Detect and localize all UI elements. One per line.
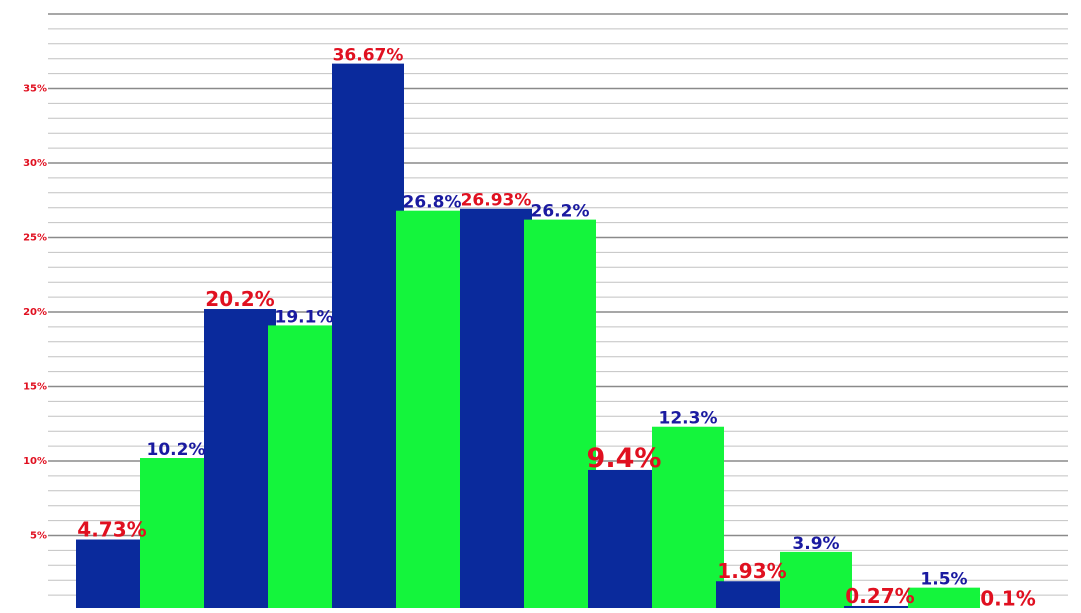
y-tick-label: 10% xyxy=(23,456,47,467)
y-tick-label: 5% xyxy=(30,531,47,542)
green-bar xyxy=(908,587,980,612)
navy-bar xyxy=(332,63,404,612)
bar-value-label: 19.1% xyxy=(275,307,334,327)
bar-value-label: 26.93% xyxy=(461,191,532,211)
green-bar xyxy=(268,325,340,612)
navy-bar xyxy=(588,469,660,612)
green-bar xyxy=(780,551,852,612)
y-tick-label: 15% xyxy=(23,382,47,393)
bars xyxy=(76,63,1044,613)
green-bar xyxy=(524,219,596,612)
navy-bar xyxy=(460,208,532,613)
bar-value-label: 9.4% xyxy=(587,443,662,474)
green-bar xyxy=(396,210,468,612)
bar-value-label: 10.2% xyxy=(147,440,206,460)
bar-value-label: 0.1% xyxy=(980,587,1035,608)
green-bar xyxy=(652,426,724,612)
y-tick-label: 35% xyxy=(23,84,47,95)
y-tick-label: 25% xyxy=(23,233,47,244)
bar-value-label: 12.3% xyxy=(659,409,718,429)
y-tick-label: 30% xyxy=(23,158,47,169)
bar-value-label: 26.8% xyxy=(403,193,462,213)
bar-value-label: 1.5% xyxy=(920,570,967,590)
y-tick-label: 20% xyxy=(23,307,47,318)
bar-value-label: 1.93% xyxy=(717,559,786,583)
bar-value-label: 0.27% xyxy=(845,584,914,608)
bar-value-labels: 4.73% 10.2% 20.2%19.1% 36.67% 26.8% 26.93%26.… xyxy=(77,46,1035,611)
green-bar xyxy=(140,458,212,612)
navy-bar xyxy=(204,309,276,612)
bar-value-label: 4.73% xyxy=(77,518,146,542)
bar-value-label: 36.67% xyxy=(333,46,404,66)
bar-value-label: 20.2% xyxy=(205,287,274,311)
bar-value-label: 26.2% xyxy=(531,202,590,222)
navy-bar xyxy=(76,539,148,612)
bar-value-label: 3.9% xyxy=(792,534,839,554)
navy-bar xyxy=(716,581,788,612)
y-axis-ticks: 5% 10% 15% 20% 25% 30% 35% xyxy=(23,84,47,542)
